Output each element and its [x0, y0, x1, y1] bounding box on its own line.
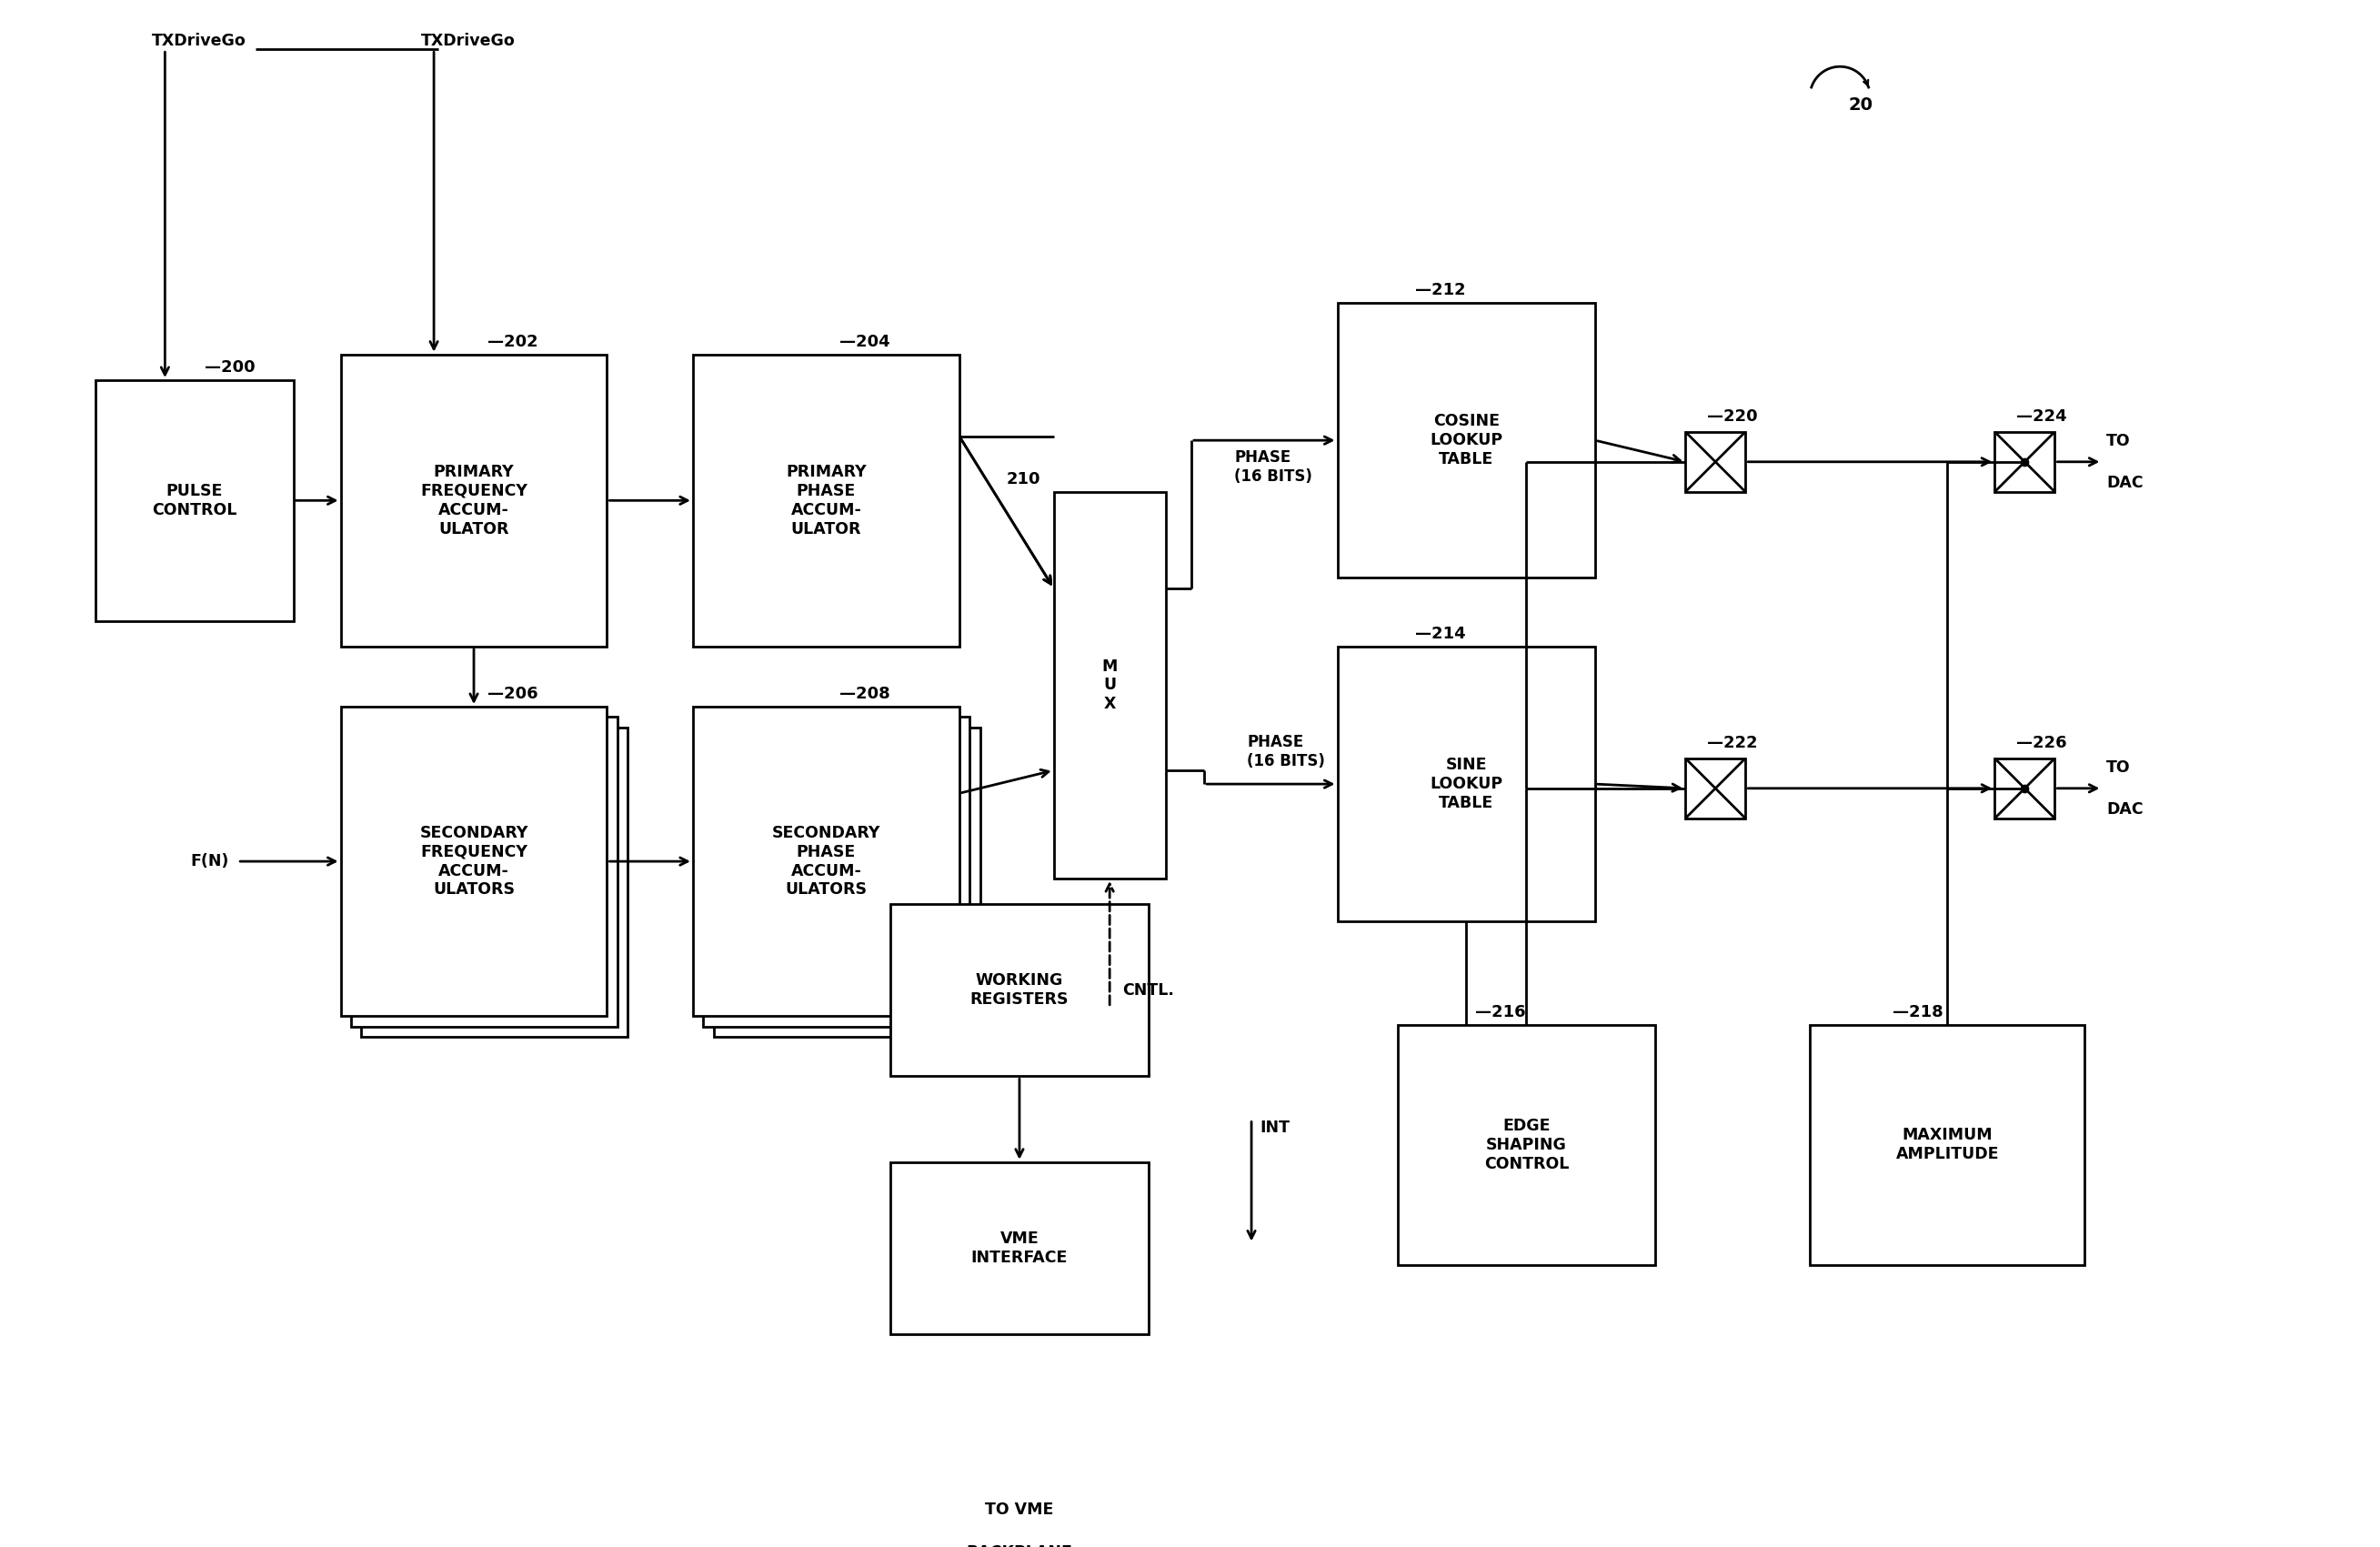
Text: TXDriveGo: TXDriveGo	[421, 32, 516, 50]
Bar	[1338, 647, 1595, 922]
Text: SECONDARY
PHASE
ACCUM-
ULATORS: SECONDARY PHASE ACCUM- ULATORS	[771, 825, 881, 897]
Bar	[693, 354, 959, 647]
Text: SINE
LOOKUP
TABLE: SINE LOOKUP TABLE	[1430, 756, 1502, 811]
Text: VME
INTERFACE: VME INTERFACE	[971, 1230, 1069, 1265]
Text: TXDriveGo: TXDriveGo	[152, 32, 248, 50]
Bar	[340, 707, 607, 1016]
Text: PHASE
(16 BITS): PHASE (16 BITS)	[1235, 450, 1311, 484]
Text: PHASE
(16 BITS): PHASE (16 BITS)	[1247, 733, 1326, 769]
Text: CNTL.: CNTL.	[1123, 982, 1173, 998]
Text: —226: —226	[2016, 735, 2066, 752]
Text: MAXIMUM
AMPLITUDE: MAXIMUM AMPLITUDE	[1897, 1128, 1999, 1162]
Bar	[714, 727, 981, 1036]
Text: —212: —212	[1414, 282, 1466, 299]
Bar	[340, 354, 607, 647]
Text: PRIMARY
PHASE
ACCUM-
ULATOR: PRIMARY PHASE ACCUM- ULATOR	[785, 464, 866, 537]
Bar	[890, 1162, 1147, 1334]
Bar	[1685, 758, 1745, 818]
Text: —200: —200	[205, 359, 255, 376]
Text: COSINE
LOOKUP
TABLE: COSINE LOOKUP TABLE	[1430, 413, 1502, 467]
Bar	[1338, 303, 1595, 579]
Text: TO: TO	[2106, 760, 2130, 775]
Bar	[1994, 432, 2054, 492]
Text: M
U
X: M U X	[1102, 657, 1119, 712]
Bar	[350, 716, 616, 1026]
Text: 210: 210	[1007, 472, 1040, 487]
Text: DAC: DAC	[2106, 801, 2144, 818]
Text: PRIMARY
FREQUENCY
ACCUM-
ULATOR: PRIMARY FREQUENCY ACCUM- ULATOR	[421, 464, 528, 537]
Text: PULSE
CONTROL: PULSE CONTROL	[152, 483, 238, 518]
Text: DAC: DAC	[2106, 475, 2144, 490]
Text: WORKING
REGISTERS: WORKING REGISTERS	[971, 973, 1069, 1009]
Text: SECONDARY
FREQUENCY
ACCUM-
ULATORS: SECONDARY FREQUENCY ACCUM- ULATORS	[419, 825, 528, 897]
Bar	[890, 905, 1147, 1077]
Text: —218: —218	[1892, 1004, 1942, 1021]
Bar	[1809, 1024, 2085, 1265]
Text: —214: —214	[1414, 627, 1466, 642]
Text: —206: —206	[488, 685, 538, 702]
Bar	[362, 727, 628, 1036]
Text: TO: TO	[2106, 433, 2130, 449]
Bar	[1994, 758, 2054, 818]
Bar	[702, 716, 969, 1026]
Bar	[693, 707, 959, 1016]
Text: TO VME: TO VME	[985, 1502, 1054, 1518]
Bar	[1397, 1024, 1654, 1265]
Text: BACKPLANE: BACKPLANE	[966, 1544, 1073, 1547]
Bar	[1685, 432, 1745, 492]
Text: —208: —208	[840, 685, 890, 702]
Text: —216: —216	[1476, 1004, 1526, 1021]
Bar	[95, 381, 293, 620]
Text: INT: INT	[1259, 1118, 1290, 1135]
Text: EDGE
SHAPING
CONTROL: EDGE SHAPING CONTROL	[1483, 1118, 1568, 1173]
Bar	[1054, 492, 1166, 879]
Text: 20: 20	[1849, 96, 1873, 114]
Text: —224: —224	[2016, 408, 2066, 425]
Text: —220: —220	[1706, 408, 1756, 425]
Text: F(N): F(N)	[190, 854, 228, 869]
Text: —222: —222	[1706, 735, 1756, 752]
Text: —204: —204	[840, 334, 890, 350]
Text: —202: —202	[488, 334, 538, 350]
